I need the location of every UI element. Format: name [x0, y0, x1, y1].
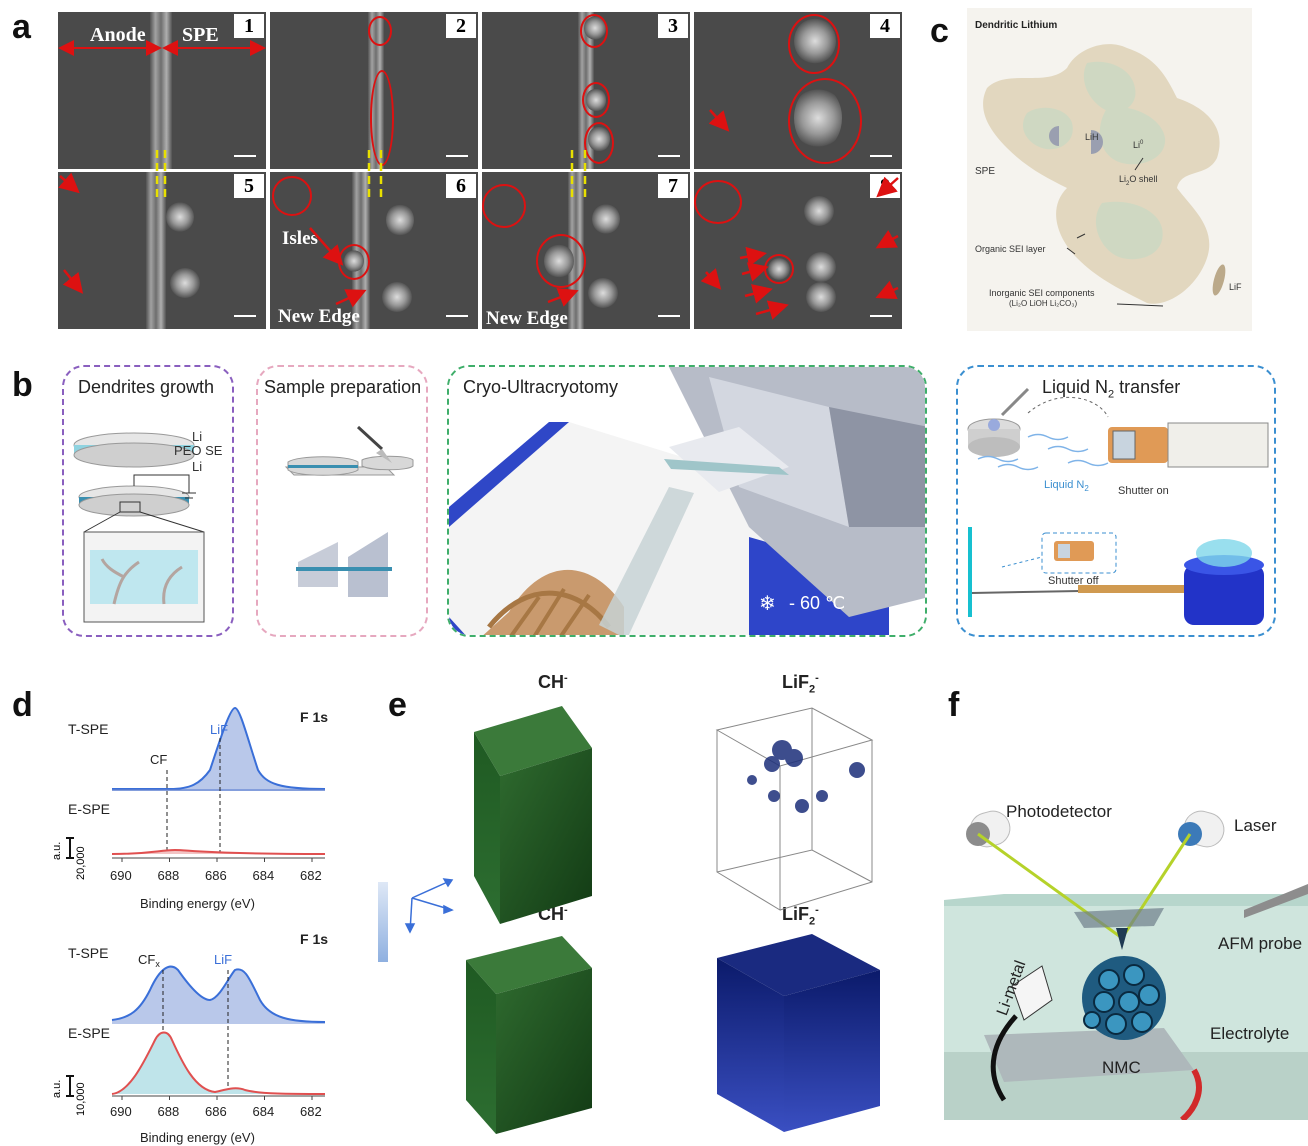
- x-tick-label: 690: [110, 1104, 132, 1119]
- label-nmc: NMC: [1102, 1058, 1141, 1077]
- sem-tile-4: 4: [694, 12, 902, 169]
- box-title: Cryo-Ultracryotomy: [463, 377, 619, 397]
- series-label-e-spe-top: E-SPE: [68, 801, 110, 817]
- label-isles: Isles: [282, 228, 318, 249]
- shutter-on-label: Shutter on: [1118, 485, 1169, 497]
- label-inorganic-sei-list: (Li₂O LiOH Li₂CO₃): [1009, 299, 1078, 308]
- tile-number: 3: [658, 14, 688, 38]
- panel-letter-e: e: [388, 686, 407, 724]
- x-axis-label-bottom: Binding energy (eV): [140, 1130, 255, 1145]
- snowflake-icon: ❄: [759, 593, 776, 615]
- e-spe-top-line: [111, 848, 326, 855]
- peak-label-lif-bottom: LiF: [214, 952, 232, 967]
- x-tick-label: 686: [205, 868, 227, 883]
- x-tick-label: 686: [205, 1104, 227, 1119]
- layer-li-top: Li: [192, 429, 203, 444]
- box-title: Dendrites growth: [78, 377, 215, 397]
- box-liquid-n2-transfer: Liquid N2 transfer: [956, 365, 1276, 637]
- afm-setup-illustration: [944, 810, 1308, 1120]
- panel-letter-f: f: [948, 686, 960, 724]
- label-new-edge: New Edge: [278, 306, 360, 327]
- core-level-bottom: F 1s: [300, 931, 328, 947]
- label-laser: Laser: [1234, 816, 1277, 835]
- panel-letter-b: b: [12, 366, 33, 404]
- series-label-e-spe-bottom: E-SPE: [68, 1025, 110, 1041]
- scale-label-top: 20,000: [75, 846, 87, 880]
- tile-number: 7: [658, 174, 688, 198]
- t-spe-top-fill: [112, 708, 325, 789]
- sem-tile-5: 5: [58, 172, 266, 329]
- shutter-off-label: Shutter off: [1048, 575, 1099, 587]
- label-lih: LiH: [1085, 132, 1099, 142]
- schematic-title: Dendritic Lithium: [975, 20, 1058, 31]
- label-li0: Li0: [1133, 140, 1144, 150]
- box-dendrites-growth: Dendrites growth Li PEO SE Li: [62, 365, 234, 637]
- x-tick-label: 684: [253, 1104, 275, 1119]
- liquid-n2-label: Liquid N2: [1044, 479, 1089, 494]
- dendrite-schematic: Dendritic Lithium SPE LiH Li0 Li2O shell…: [967, 8, 1252, 331]
- label-lif2-bottom: LiF2-: [782, 904, 819, 928]
- tile-number: 5: [234, 174, 264, 198]
- sem-tile-8: 8: [694, 172, 902, 329]
- label-photodetector: Photodetector: [1006, 802, 1112, 821]
- scale-label-bottom: 10,000: [75, 1082, 87, 1116]
- label-inorganic-sei: Inorganic SEI components: [989, 288, 1095, 298]
- sem-tile-3: 3: [482, 12, 690, 169]
- tile-number: 2: [446, 14, 476, 38]
- box-cryo-ultracryotomy: Cryo-Ultracryotomy ❄ - 60 ℃: [447, 365, 927, 637]
- panel-letter-a: a: [12, 8, 31, 46]
- cryo-ultracryotomy-illustration: [449, 367, 925, 635]
- peak-label-cf-top: CF: [150, 752, 167, 767]
- t-spe-bottom-line: [111, 965, 326, 1023]
- x-tick-label: 688: [158, 1104, 180, 1119]
- layer-peo-se: PEO SE: [174, 443, 223, 458]
- label-spe: SPE: [182, 24, 219, 46]
- label-li2o-shell: Li2O shell: [1119, 174, 1158, 187]
- x-tick-label: 682: [300, 1104, 322, 1119]
- dendrite-cell-diagram: [73, 432, 205, 623]
- label-ch-top: CH-: [538, 672, 568, 692]
- tile-number: 4: [870, 14, 900, 38]
- sem-tile-2: 2: [270, 12, 478, 169]
- peak-label-lif-top: LiF: [210, 722, 228, 737]
- label-anode: Anode: [90, 24, 146, 46]
- core-level-top: F 1s: [300, 709, 328, 725]
- series-label-t-spe-bottom: T-SPE: [68, 945, 108, 961]
- box-sample-preparation: Sample preparation: [256, 365, 428, 637]
- label-afm-probe: AFM probe: [1218, 934, 1303, 953]
- box-title: Liquid N2 transfer: [1042, 377, 1181, 401]
- label-lif2-top: LiF2-: [782, 672, 819, 696]
- tile-number: 6: [446, 174, 476, 198]
- x-axis-label-top: Binding energy (eV): [140, 896, 255, 911]
- series-label-t-spe-top: T-SPE: [68, 721, 108, 737]
- sem-tile-7: 7 New Edge: [482, 172, 690, 329]
- x-tick-label: 688: [158, 868, 180, 883]
- t-spe-top-line: [112, 706, 326, 790]
- sample-prep-diagram: [284, 425, 414, 597]
- temperature-label: - 60 ℃: [789, 593, 846, 613]
- label-new-edge: New Edge: [486, 308, 568, 329]
- box-title: Sample preparation: [264, 377, 422, 397]
- au-label-bottom: a.u.: [51, 1080, 63, 1098]
- panel-letter-d: d: [12, 686, 33, 724]
- x-tick-label: 690: [110, 868, 132, 883]
- au-label-top: a.u.: [51, 842, 63, 860]
- layer-li-bottom: Li: [192, 459, 203, 474]
- peak-label-cfx-bottom: CFx: [138, 952, 160, 969]
- label-organic-sei: Organic SEI layer: [975, 244, 1046, 254]
- e-spe-bottom-line: [111, 1031, 326, 1095]
- label-spe: SPE: [975, 166, 996, 177]
- xps-spectra: T-SPE F 1s LiF CF E-SPE a.u. 20,000 690 6…: [51, 706, 328, 1145]
- label-lif: LiF: [1229, 282, 1242, 292]
- liquid-n2-transfer-diagram: [967, 387, 1269, 625]
- dendrite-shape: [983, 44, 1226, 307]
- x-tick-label: 684: [253, 868, 275, 883]
- label-electrolyte: Electrolyte: [1210, 1024, 1290, 1043]
- panel-letter-c: c: [930, 12, 949, 50]
- tile-number: 1: [234, 14, 264, 38]
- x-tick-label: 682: [300, 868, 322, 883]
- tof-sims-cubes: [378, 706, 880, 1134]
- panel-a-overlay: [58, 40, 899, 320]
